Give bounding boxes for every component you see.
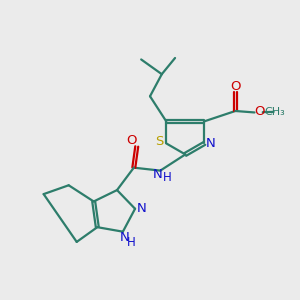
Text: N: N (153, 168, 163, 181)
Text: CH₃: CH₃ (265, 107, 286, 117)
Text: H: H (162, 172, 171, 184)
Text: H: H (127, 236, 136, 249)
Text: N: N (137, 202, 146, 215)
Text: N: N (119, 231, 129, 244)
Text: S: S (155, 135, 164, 148)
Text: N: N (206, 137, 216, 150)
Text: O: O (231, 80, 241, 93)
Text: O: O (254, 105, 265, 119)
Text: O: O (126, 134, 137, 147)
